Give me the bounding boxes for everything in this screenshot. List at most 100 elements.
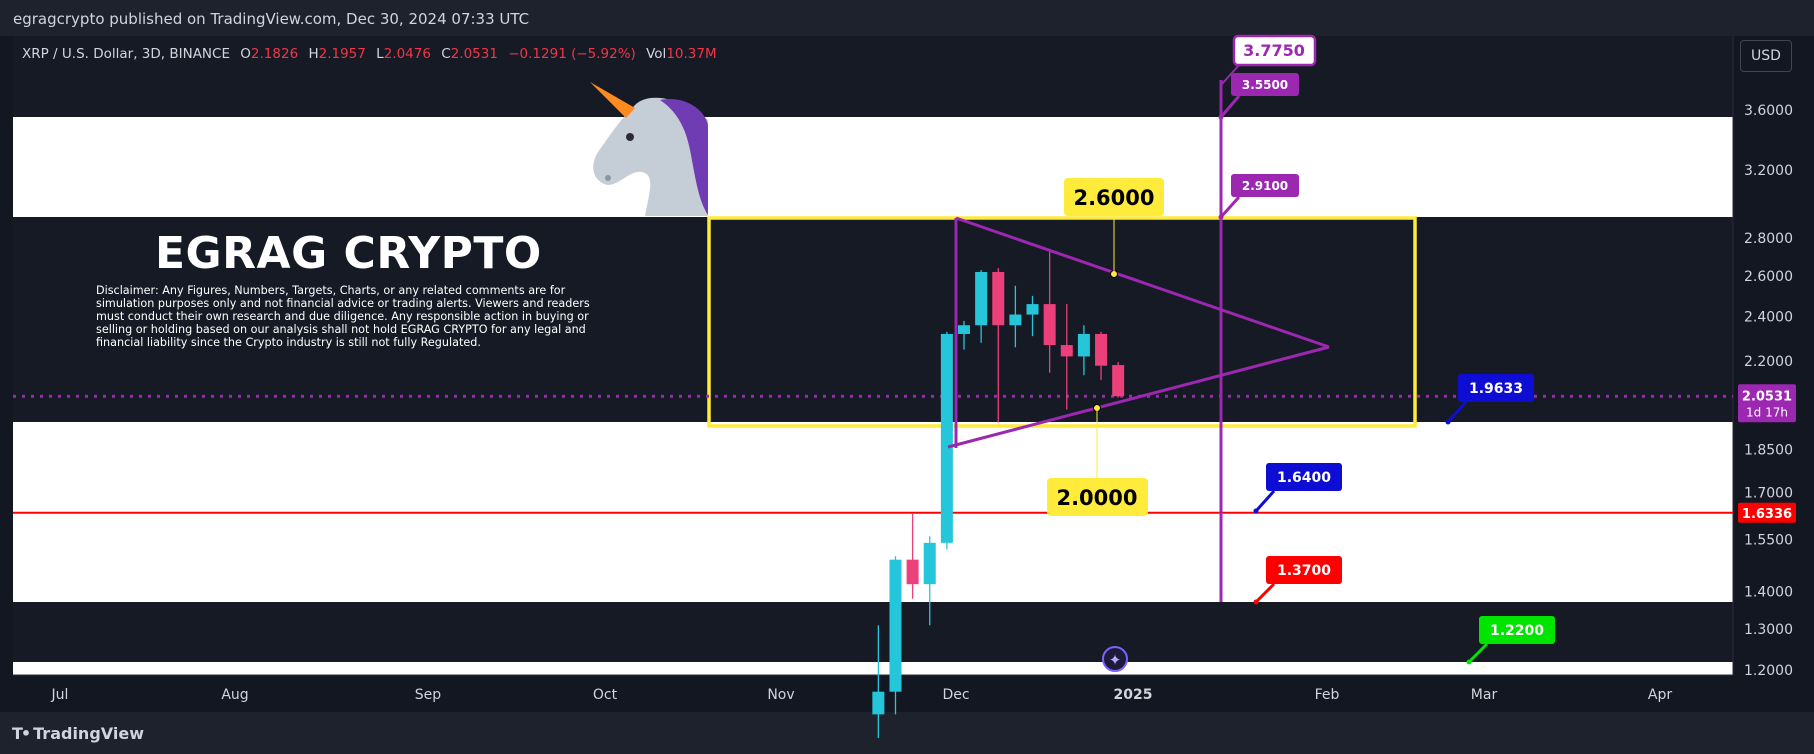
x-tick-label: Apr [1648, 687, 1672, 703]
callout-box [1231, 73, 1299, 96]
candle-body [958, 325, 970, 334]
unicorn-eye [626, 133, 634, 141]
candle [1009, 285, 1022, 348]
symmetrical-triangle [947, 215, 1330, 478]
unicorn-horn [590, 82, 635, 118]
callout-label: 2.9100 [1242, 179, 1288, 193]
unicorn-head [593, 97, 708, 216]
candle [1026, 295, 1039, 337]
x-tick-label: Jul [51, 687, 69, 703]
callout-anchor [1253, 508, 1259, 514]
candle-body [992, 271, 1005, 326]
candle-body [906, 559, 919, 585]
price-callout: 2.9100 [1218, 174, 1299, 220]
red-line-price-tag [1738, 502, 1796, 523]
x-tick-label: Oct [593, 687, 618, 703]
price-annotations: 3.7750 3.5500 2.9100 2.6000 2.0000 1.9633 1.64… [1047, 34, 1555, 672]
white-band-top [13, 117, 1733, 217]
consolidation-box [707, 216, 1417, 428]
y-tick-label: 3.2000 [1744, 163, 1793, 179]
symbol-name[interactable]: XRP / U.S. Dollar, 3D, BINANCE [22, 46, 230, 62]
candle-body [923, 542, 936, 585]
y-tick-label: 2.6000 [1744, 269, 1793, 285]
current-price-value: 2.0531 [1742, 389, 1792, 404]
price-callout: 1.9633 [1445, 374, 1534, 425]
callout-pointer [1467, 642, 1489, 664]
callout-pointer [1254, 582, 1276, 604]
x-tick-label: 2025 [1114, 687, 1153, 703]
price-scale-bg [1733, 36, 1814, 675]
x-tick-label: Aug [221, 687, 248, 703]
time-axis-bg [0, 675, 1814, 712]
callout-pointer [1219, 95, 1241, 118]
candle [1095, 331, 1108, 380]
volume-label: Vol [646, 46, 667, 62]
x-tick-label: Sep [415, 687, 442, 703]
publish-info: egragcrypto published on TradingView.com… [13, 10, 530, 28]
unicorn-mane [660, 99, 708, 215]
candle [872, 625, 885, 739]
callout-pointer [1220, 63, 1241, 86]
callout-box [1458, 374, 1534, 402]
candle-body [1043, 304, 1056, 346]
y-tick-label: 2.4000 [1744, 310, 1793, 326]
candle-body [975, 271, 988, 326]
symbol-ohlc-legend[interactable]: XRP / U.S. Dollar, 3D, BINANCE O2.1826 H… [22, 46, 717, 62]
x-axis-ticks: Jul Aug Sep Oct Nov Dec 2025 Feb Mar Apr [51, 687, 1673, 703]
candle-body [1095, 333, 1108, 366]
publish-header: egragcrypto published on TradingView.com… [0, 0, 1814, 35]
y-tick-label: 1.8500 [1744, 442, 1793, 458]
ideas-badge-circle [1102, 646, 1128, 672]
volume-value: 10.37M [666, 46, 717, 62]
open-label: O [240, 46, 251, 62]
high-label: H [308, 46, 319, 62]
candle [1077, 325, 1090, 376]
callout-box [1231, 174, 1299, 197]
x-tick-label: Nov [767, 687, 794, 703]
disclaimer-text: Disclaimer: Any Figures, Numbers, Target… [96, 284, 590, 349]
candle [1112, 362, 1125, 398]
price-callout: 1.6400 [1253, 463, 1342, 514]
unicorn-icon [590, 82, 708, 216]
callout-label: 1.3700 [1277, 563, 1331, 579]
y-tick-label: 1.5500 [1744, 533, 1793, 549]
callout-label: 1.9633 [1469, 381, 1523, 397]
ideas-star-icon: ✦ [1102, 646, 1128, 672]
white-band-bottom [13, 662, 1733, 675]
tradingview-logo[interactable]: 𝗧• TradingView [12, 724, 144, 743]
ideas-badge-glyph: ✦ [1109, 651, 1122, 669]
candle [923, 536, 936, 626]
callout-box [1266, 556, 1342, 584]
callout-label: 2.0000 [1056, 486, 1137, 510]
y-tick-label: 1.7000 [1744, 485, 1793, 501]
callout-label: 2.6000 [1073, 186, 1154, 210]
yellow-callout: 2.6000 [1064, 178, 1164, 216]
price-callout: 1.3700 [1253, 556, 1342, 605]
callout-label: 3.7750 [1243, 41, 1305, 60]
candle [958, 320, 970, 350]
red-line-price-value: 1.6336 [1742, 507, 1792, 522]
candle-countdown: 1d 17h [1746, 405, 1788, 419]
y-tick-label: 1.4000 [1744, 584, 1793, 600]
currency-button[interactable]: USD [1740, 40, 1792, 72]
callout-label: 1.2200 [1490, 623, 1544, 639]
y-tick-label: 1.3000 [1744, 622, 1793, 638]
candle-body [1077, 333, 1090, 357]
x-tick-label: Dec [942, 687, 969, 703]
x-tick-label: Mar [1471, 687, 1498, 703]
candle [889, 556, 902, 715]
callout-box [1047, 478, 1148, 516]
y-tick-label: 3.6000 [1744, 103, 1793, 119]
triangle-lower-side [947, 345, 1330, 449]
callout-anchor [1466, 659, 1472, 665]
unicorn-nostril [605, 175, 611, 181]
candle-body [940, 333, 953, 543]
callout-label: 3.5500 [1242, 78, 1288, 92]
price-callout: 1.2200 [1466, 616, 1555, 665]
candle-body [1026, 304, 1039, 315]
low-value: 2.0476 [383, 46, 431, 62]
open-value: 2.1826 [250, 46, 299, 62]
callout-anchor [1218, 214, 1224, 220]
close-label: C [441, 46, 451, 62]
